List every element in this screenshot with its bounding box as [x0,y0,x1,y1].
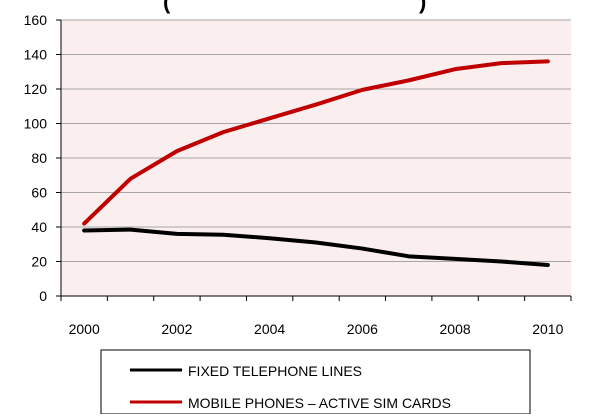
legend-label-fixed: FIXED TELEPHONE LINES [188,363,362,379]
axes [56,19,572,301]
y-tick-label: 60 [31,185,47,201]
series-lines [82,59,550,267]
x-tick-label: 2010 [532,321,563,337]
legend-label-mobile: MOBILE PHONES – ACTIVE SIM CARDS [188,395,451,411]
legend: FIXED TELEPHONE LINES MOBILE PHONES – AC… [100,349,531,415]
x-tick-label: 2000 [69,321,100,337]
chart-title-close: ) [419,0,426,14]
y-tick-label: 100 [24,116,48,132]
series-line-mobile [82,59,550,226]
chart-title-open: ( [163,0,171,14]
y-tick-label: 80 [31,150,47,166]
series-line-fixed [82,227,550,267]
tick-labels: 0 20 40 60 80 100 120 140 160 2000 2002 2004 2006 200… [24,12,564,337]
y-tick-label: 0 [39,288,47,304]
x-tick-label: 2004 [254,321,285,337]
gridlines [61,19,571,262]
y-tick-label: 40 [31,219,47,235]
x-tick-label: 2006 [347,321,378,337]
x-tick-label: 2008 [440,321,471,337]
y-tick-label: 120 [24,81,48,97]
y-tick-label: 140 [24,47,48,63]
y-tick-label: 160 [24,12,48,28]
y-tick-label: 20 [31,254,47,270]
x-tick-label: 2002 [161,321,192,337]
